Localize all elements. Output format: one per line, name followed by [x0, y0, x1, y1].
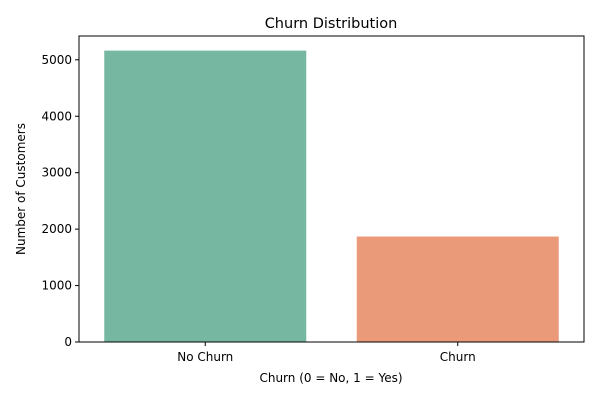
y-axis-label: Number of Customers	[14, 123, 28, 255]
y-axis-ticks: 0 1000 2000 3000 4000 5000	[41, 53, 79, 349]
chart-title: Churn Distribution	[265, 16, 398, 32]
x-tick-label: No Churn	[177, 350, 233, 364]
bars-layer	[104, 50, 559, 342]
y-tick-label: 0	[64, 335, 72, 349]
bar-churn	[356, 236, 559, 342]
bar-no-churn	[104, 50, 307, 342]
x-axis-label: Churn (0 = No, 1 = Yes)	[259, 371, 402, 385]
y-tick-label: 5000	[41, 53, 72, 67]
x-tick-label: Churn	[440, 350, 476, 364]
y-tick-label: 1000	[41, 279, 72, 293]
x-axis-ticks: No Churn Churn	[177, 342, 476, 364]
plot-frame	[78, 35, 585, 343]
y-tick-label: 2000	[41, 222, 72, 236]
y-tick-label: 4000	[41, 109, 72, 123]
y-tick-label: 3000	[41, 166, 72, 180]
